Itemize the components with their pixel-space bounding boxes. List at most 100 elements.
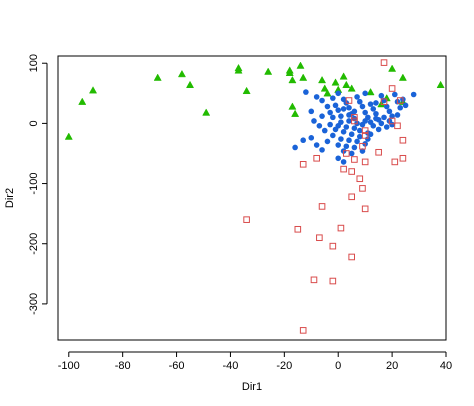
data-point-triangle [177,69,186,78]
data-point-square [348,253,355,261]
data-point-triangle [186,80,195,89]
y-axis-label: Dir2 [4,188,16,208]
data-point-circle [373,115,379,122]
data-point-circle [319,147,325,153]
data-point-circle [346,118,352,124]
x-tick-label: 40 [440,360,452,372]
data-point-circle [330,95,336,101]
data-point-square [375,148,382,156]
data-point-square [359,142,366,150]
data-point-circle [362,109,368,116]
data-point-circle [292,144,298,151]
data-point-square [351,156,358,163]
data-point-circle [373,100,379,106]
data-point-triangle [388,64,397,72]
x-tick-label: -40 [222,360,238,372]
y-tick-label: -100 [28,173,40,195]
data-point-circle [338,119,344,125]
data-point-triangle [64,132,73,140]
data-point-square [345,97,353,104]
data-point-square [337,224,345,232]
data-point-circle [321,127,328,134]
data-point-triangle [436,80,445,89]
data-point-circle [348,131,355,138]
data-point-triangle [331,78,340,86]
data-point-triangle [89,86,98,94]
data-point-circle [338,136,344,142]
data-point-circle [370,106,377,112]
data-point-circle [340,129,347,135]
data-point-square [343,150,350,157]
x-axis: -100 -80 -60 -40 -20 0 20 40 [58,351,452,372]
data-point-circle [332,102,339,109]
data-point-circle [354,138,360,145]
data-point-circle [356,133,363,140]
data-point-circle [367,101,374,107]
data-point-circle [410,91,417,98]
data-point-square [380,59,388,66]
data-point-square [351,114,358,121]
data-point-square [299,161,307,168]
data-point-circle [340,159,347,165]
data-point-triangle [234,66,243,74]
data-point-circle [389,121,395,128]
data-point-triangle [78,97,87,105]
data-point-square [316,234,323,242]
data-point-triangle [264,67,273,75]
data-point-triangle [342,80,351,89]
data-point-circle [392,91,398,98]
y-axis: 100 0 -100 -200 -300 [28,54,48,315]
data-point-square [310,276,318,284]
data-point-circle [373,110,379,117]
data-point-square [361,158,369,166]
data-point-circle [359,148,366,154]
data-point-circle [351,108,358,115]
data-point-circle [362,90,368,97]
data-point-circle [303,89,309,95]
y-tick-label: 0 [28,120,40,126]
data-point-triangle [299,73,308,81]
data-point-circle [365,136,371,142]
data-point-circle [351,125,358,132]
data-point-circle [343,124,350,130]
data-point-square [294,225,302,233]
data-point-circle [343,143,350,150]
data-point-circle [378,120,385,127]
data-point-square [340,165,347,173]
data-point-circle [316,122,323,129]
data-point-circle [370,122,377,129]
data-point-square [329,277,337,285]
data-point-square [356,175,364,183]
data-point-circle [340,106,347,112]
data-point-circle [383,124,390,130]
data-point-triangle [153,73,162,81]
data-point-circle [330,132,336,139]
data-point-square [313,154,320,162]
data-point-circle [335,107,342,113]
data-point-square [299,327,307,334]
data-point-triangle [398,73,407,81]
data-point-circle [311,118,317,124]
data-point-square [351,117,358,125]
x-tick-label: 20 [386,360,398,372]
data-point-circle [362,118,368,124]
data-point-circle [313,142,320,148]
y-tick-label: -200 [28,233,40,255]
data-point-circle [324,103,331,110]
data-point-circle [378,92,385,99]
data-point-square [348,168,355,175]
x-tick-label: -80 [115,360,131,372]
data-point-circle [319,113,325,119]
data-point-circle [319,97,325,104]
data-point-square [329,242,337,250]
data-point-square [396,97,404,104]
data-point-circle [356,127,363,134]
x-tick-label: -20 [276,360,292,372]
data-point-triangle [288,102,297,110]
data-point-circle [335,142,342,148]
data-point-circle [359,103,366,110]
data-point-triangle [242,86,251,95]
data-point-square [361,205,369,213]
data-point-circle [346,112,352,118]
